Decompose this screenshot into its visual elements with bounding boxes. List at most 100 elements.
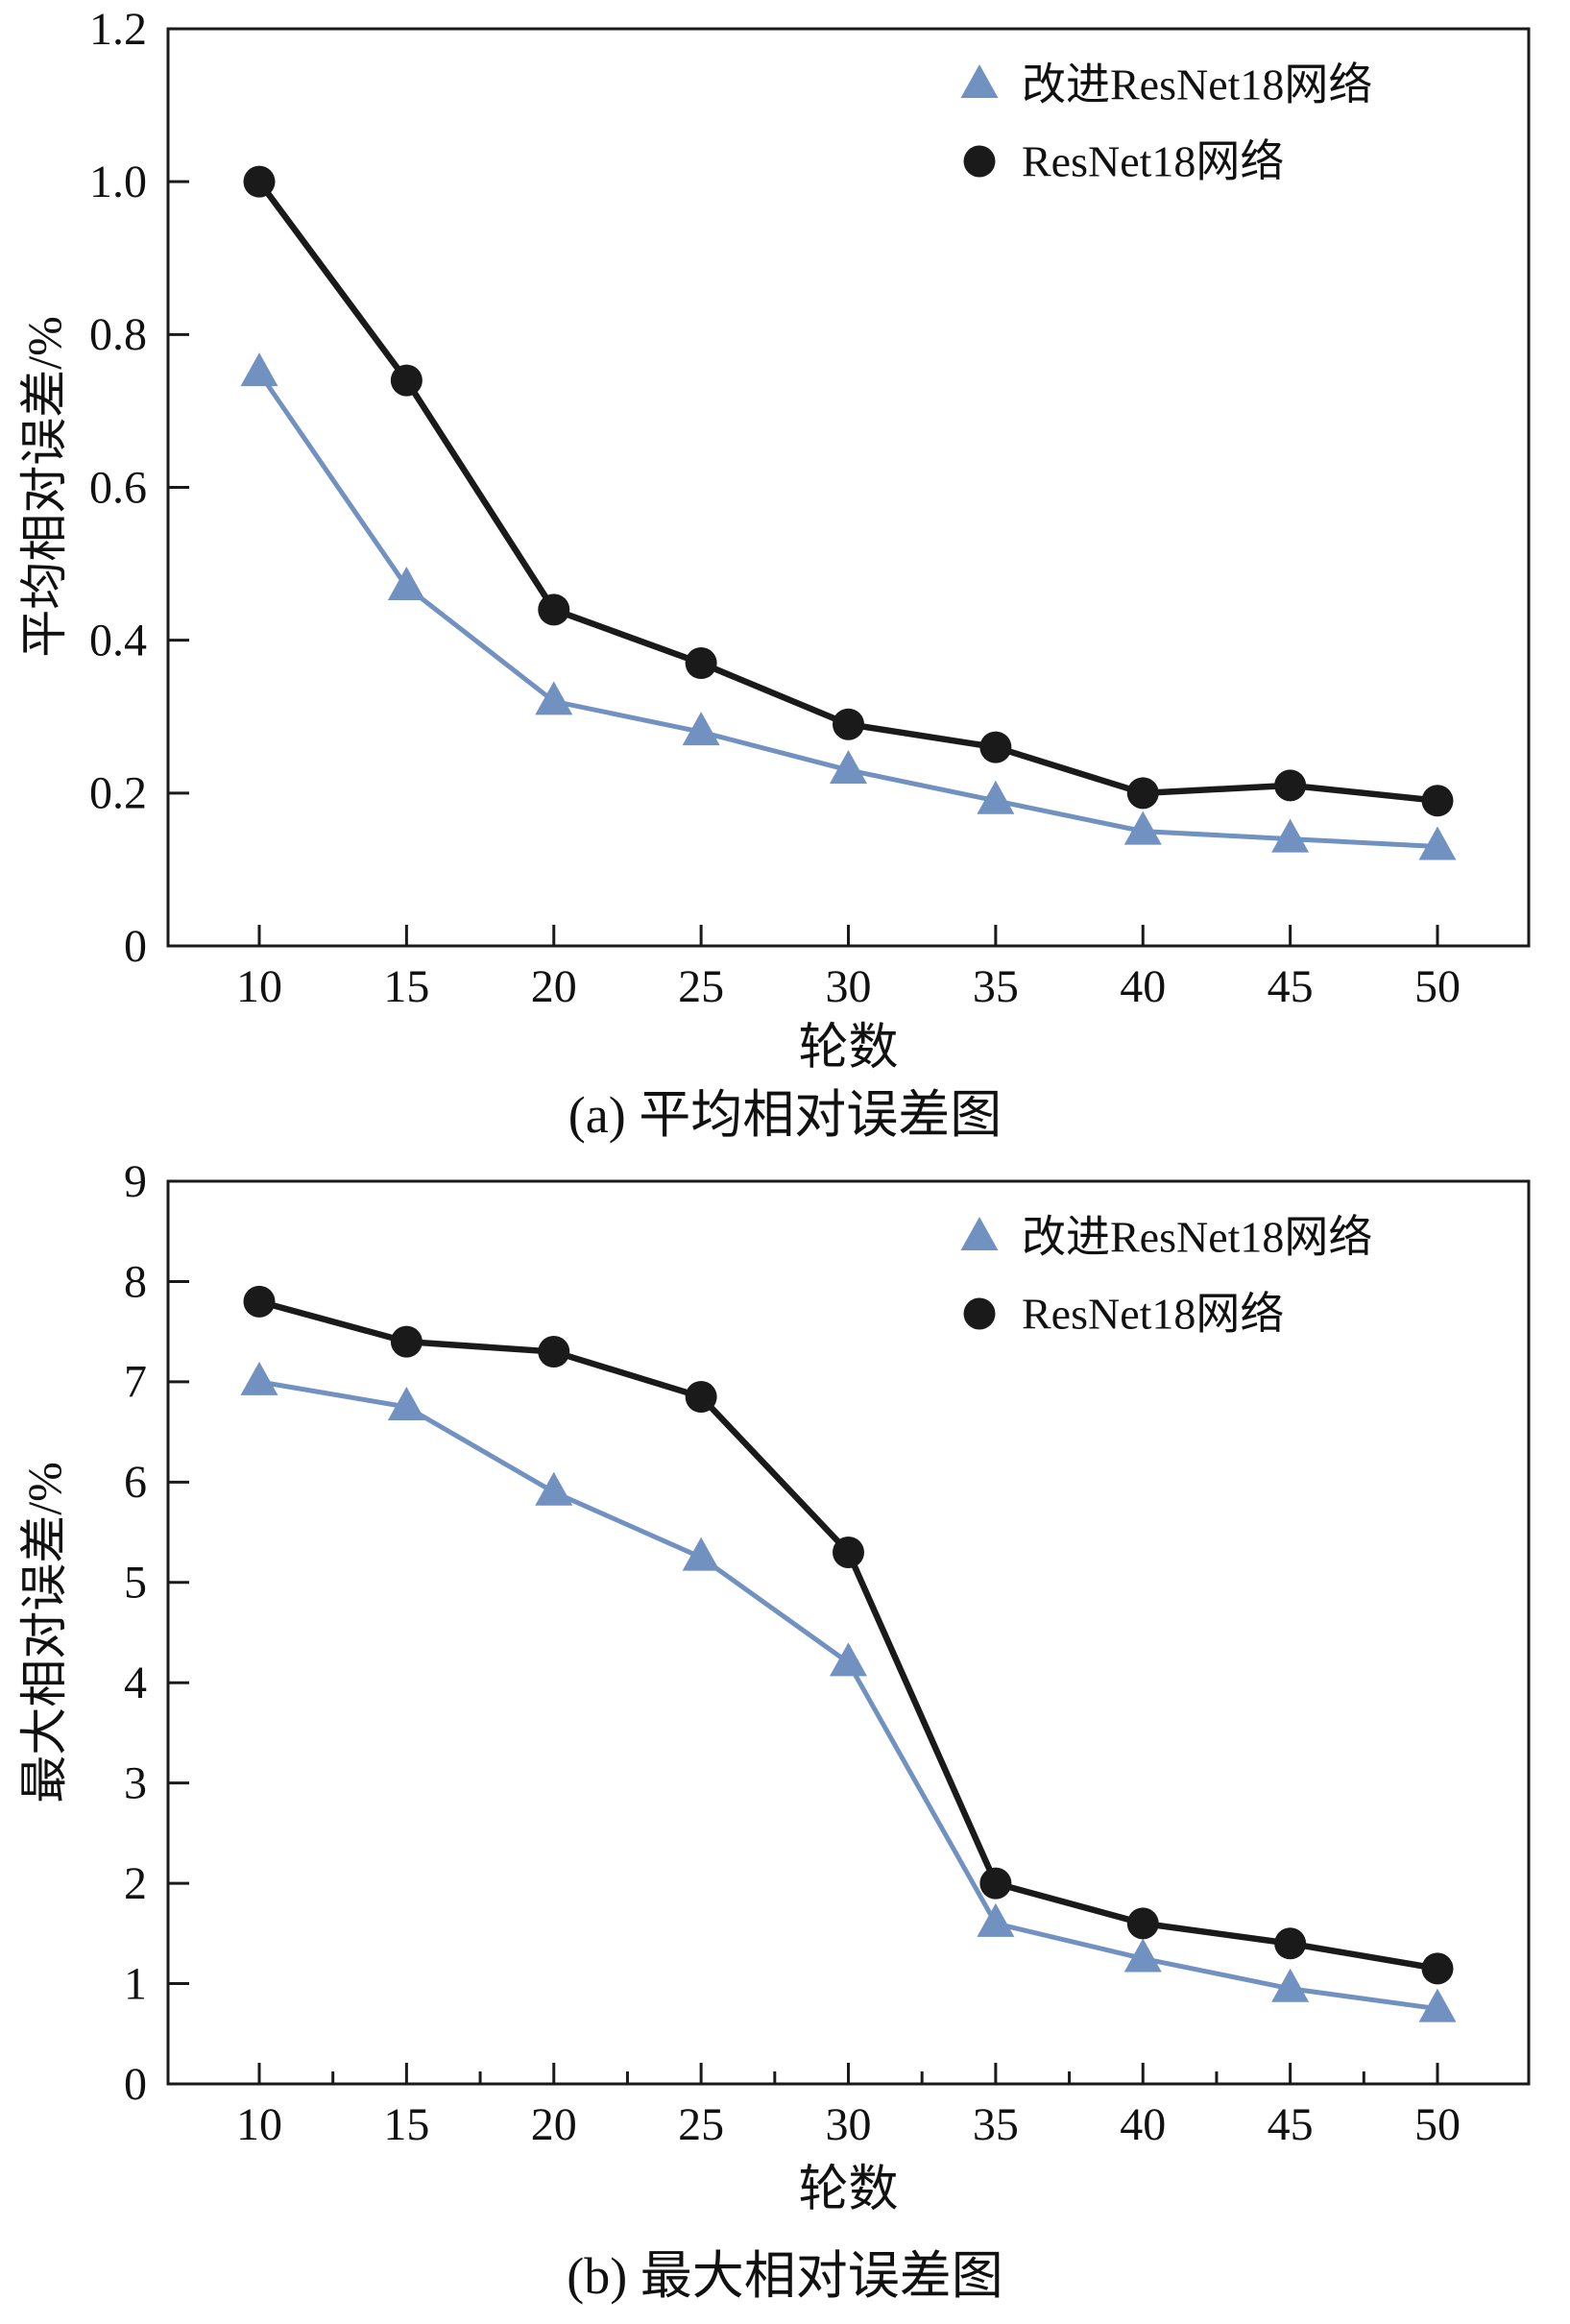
circle-marker bbox=[963, 145, 996, 178]
chart-b-x-axis-title: 轮数 bbox=[798, 2163, 899, 2217]
circle-marker bbox=[243, 165, 276, 198]
circle-marker bbox=[1421, 785, 1454, 817]
x-tick-label: 40 bbox=[1120, 2099, 1166, 2142]
triangle-marker bbox=[960, 1217, 999, 1250]
x-tick-label: 25 bbox=[678, 2099, 724, 2142]
triangle-marker bbox=[977, 780, 1015, 814]
chart-a-caption: (a) 平均相对误差图 bbox=[568, 1086, 1002, 1144]
chart-a-x-axis-title: 轮数 bbox=[798, 1021, 899, 1076]
triangle-marker bbox=[960, 64, 999, 98]
y-tick-label: 0.2 bbox=[89, 768, 147, 819]
x-tick-label: 50 bbox=[1414, 2099, 1461, 2142]
triangle-marker bbox=[387, 566, 425, 600]
y-axis-ticks: 0 1 2 3 4 5 6 7 8 9 bbox=[124, 1156, 189, 2110]
chart-maximum-relative-error: 0 1 2 3 4 5 6 7 8 9 10 15 20 25 30 35 40 45 50 改进ResNet18网络… bbox=[0, 1148, 1570, 2324]
triangle-marker bbox=[535, 1471, 573, 1506]
series-baseline bbox=[243, 1285, 1454, 1985]
circle-marker bbox=[1126, 1907, 1159, 1940]
y-tick-label: 1.0 bbox=[89, 157, 147, 207]
chart-average-relative-error: 0 0.2 0.4 0.6 0.8 1.0 1.2 10 15 20 25 30 35 40 45 50 改进R… bbox=[0, 0, 1570, 1148]
triangle-marker bbox=[240, 352, 278, 387]
triangle-marker bbox=[387, 1387, 425, 1420]
triangle-marker bbox=[240, 1361, 278, 1395]
chart-b-y-axis-title: 最大相对误差/% bbox=[17, 1462, 71, 1804]
x-tick-label: 45 bbox=[1268, 2099, 1314, 2142]
y-tick-label: 5 bbox=[124, 1558, 147, 1609]
y-tick-label: 9 bbox=[124, 1156, 147, 1207]
y-tick-label: 6 bbox=[124, 1457, 147, 1508]
chart-a-y-axis-title: 平均相对误差/% bbox=[17, 316, 71, 658]
y-tick-label: 2 bbox=[124, 1858, 147, 1909]
circle-marker bbox=[390, 364, 423, 397]
triangle-marker bbox=[977, 1902, 1015, 1937]
triangle-marker bbox=[1271, 818, 1310, 853]
circle-marker bbox=[685, 647, 717, 680]
x-tick-label: 35 bbox=[973, 961, 1019, 1004]
circle-marker bbox=[1274, 769, 1307, 802]
circle-marker bbox=[685, 1381, 717, 1414]
legend-label: ResNet18网络 bbox=[1022, 137, 1284, 186]
y-tick-label: 0 bbox=[124, 2059, 147, 2110]
series-baseline bbox=[243, 165, 1454, 817]
x-tick-label: 50 bbox=[1414, 961, 1461, 1004]
triangle-marker bbox=[535, 681, 573, 715]
x-tick-label: 45 bbox=[1268, 961, 1314, 1004]
circle-marker bbox=[833, 708, 864, 740]
triangle-marker bbox=[682, 712, 720, 746]
series-improved bbox=[240, 352, 1457, 860]
legend-label: ResNet18网络 bbox=[1022, 1290, 1284, 1339]
series-line bbox=[256, 180, 1438, 805]
x-tick-label: 20 bbox=[531, 2099, 577, 2142]
y-tick-label: 3 bbox=[124, 1758, 147, 1809]
x-tick-label: 15 bbox=[383, 961, 429, 1004]
x-tick-label: 15 bbox=[383, 2099, 429, 2142]
y-tick-label: 0 bbox=[124, 921, 147, 972]
x-tick-label: 10 bbox=[236, 961, 282, 1004]
x-tick-label: 40 bbox=[1120, 961, 1166, 1004]
y-tick-label: 4 bbox=[124, 1658, 147, 1708]
triangle-marker bbox=[1123, 811, 1162, 845]
triangle-marker bbox=[1418, 826, 1457, 860]
x-tick-label: 25 bbox=[678, 961, 724, 1004]
x-tick-label: 10 bbox=[236, 2099, 282, 2142]
y-tick-label: 7 bbox=[124, 1357, 147, 1408]
y-tick-label: 0.4 bbox=[89, 616, 147, 666]
circle-marker bbox=[1274, 1927, 1307, 1960]
legend: 改进ResNet18网络 ResNet18网络 bbox=[960, 61, 1372, 186]
y-tick-label: 1.2 bbox=[89, 4, 147, 55]
circle-marker bbox=[979, 731, 1012, 763]
series-line bbox=[258, 1298, 1438, 1973]
triangle-marker bbox=[1271, 1968, 1310, 2002]
x-tick-label: 20 bbox=[531, 961, 577, 1004]
x-tick-label: 35 bbox=[973, 2099, 1019, 2142]
y-tick-label: 0.6 bbox=[89, 462, 147, 513]
x-axis-ticks: 10 15 20 25 30 35 40 45 50 bbox=[236, 925, 1461, 1004]
triangle-marker bbox=[1123, 1938, 1162, 1973]
circle-marker bbox=[963, 1297, 996, 1330]
circle-marker bbox=[1421, 1952, 1454, 1985]
y-tick-label: 1 bbox=[124, 1958, 147, 2009]
y-axis-ticks: 0 0.2 0.4 0.6 0.8 1.0 1.2 bbox=[89, 4, 189, 972]
series-improved bbox=[240, 1361, 1457, 2022]
x-tick-label: 30 bbox=[826, 2099, 872, 2142]
circle-marker bbox=[979, 1867, 1012, 1900]
x-tick-label: 30 bbox=[826, 961, 872, 1004]
legend: 改进ResNet18网络 ResNet18网络 bbox=[960, 1213, 1372, 1339]
y-tick-label: 8 bbox=[124, 1256, 147, 1307]
circle-marker bbox=[538, 593, 570, 626]
x-axis-ticks: 10 15 20 25 30 35 40 45 50 bbox=[236, 2063, 1461, 2142]
circle-marker bbox=[243, 1285, 276, 1318]
triangle-marker bbox=[682, 1537, 720, 1571]
legend-label: 改进ResNet18网络 bbox=[1022, 1213, 1372, 1262]
y-tick-label: 0.8 bbox=[89, 309, 147, 360]
plot-frame bbox=[166, 27, 1531, 948]
circle-marker bbox=[538, 1336, 570, 1368]
series-line bbox=[258, 1379, 1438, 2012]
circle-marker bbox=[1126, 777, 1159, 810]
chart-a-canvas: 0 0.2 0.4 0.6 0.8 1.0 1.2 10 15 20 25 30 35 40 45 50 改进R… bbox=[89, 4, 1531, 1004]
triangle-marker bbox=[830, 1642, 867, 1677]
legend-label: 改进ResNet18网络 bbox=[1022, 61, 1372, 109]
circle-marker bbox=[390, 1325, 423, 1358]
